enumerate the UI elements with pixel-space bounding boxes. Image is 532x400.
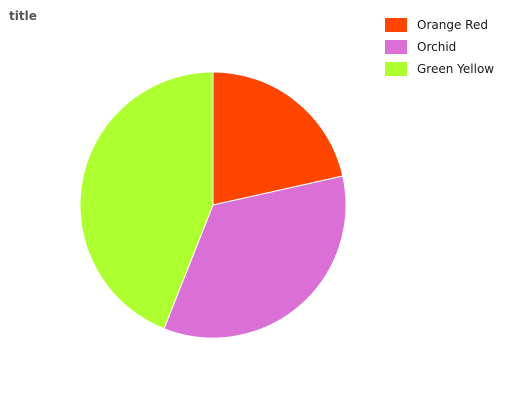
legend-swatch-orange-red xyxy=(385,18,407,32)
legend-label-orange-red: Orange Red xyxy=(417,18,488,32)
legend-item-orchid: Orchid xyxy=(385,36,494,58)
pie-slice-orchid xyxy=(163,175,347,339)
legend-label-green-yellow: Green Yellow xyxy=(417,62,495,76)
legend-label-orchid: Orchid xyxy=(417,40,457,54)
pie-slice-green-yellow xyxy=(79,71,214,330)
legend-item-orange-red: Orange Red xyxy=(385,14,494,36)
legend-swatch-green-yellow xyxy=(385,62,407,76)
chart-title: title xyxy=(9,9,37,23)
legend: Orange Red Orchid Green Yellow xyxy=(385,14,494,80)
pie-slice-orange-red xyxy=(212,71,344,206)
legend-item-green-yellow: Green Yellow xyxy=(385,58,494,80)
legend-swatch-orchid xyxy=(385,40,407,54)
